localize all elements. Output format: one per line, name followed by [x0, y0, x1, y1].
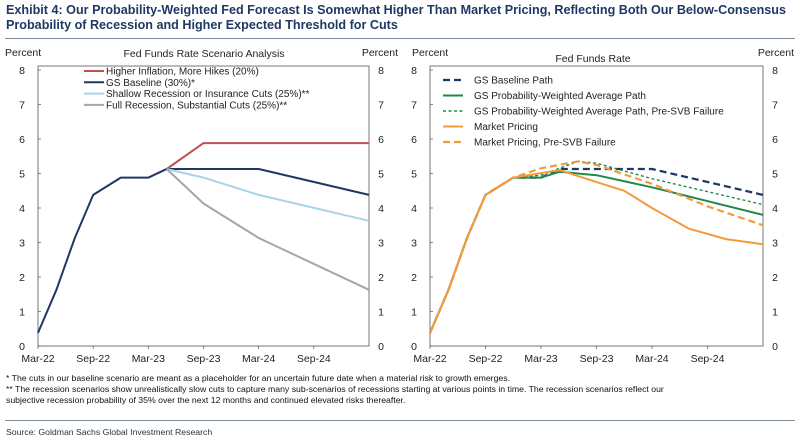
- y-tick-label-right: 6: [378, 134, 384, 146]
- chart-panel-1: Fed Funds Rate Scenario Analysis Percent P…: [5, 47, 398, 365]
- x-tick-label: Sep-24: [297, 353, 331, 365]
- source-line: Source: Goldman Sachs Global Investment …: [6, 427, 213, 437]
- y-tick-label-right: 3: [378, 238, 384, 250]
- y-tick-label-left: 3: [19, 238, 25, 250]
- legend-label: Market Pricing, Pre-SVB Failure: [474, 138, 616, 149]
- series-line-2: [429, 170, 764, 334]
- series-line-3: [429, 160, 764, 334]
- x-tick-label: Sep-24: [691, 353, 725, 365]
- y-tick-label-left: 2: [19, 272, 25, 284]
- title-divider: [5, 38, 795, 39]
- legend-label: GS Probability-Weighted Average Path, Pr…: [474, 107, 724, 118]
- y-tick-label-right: 4: [772, 203, 778, 215]
- y-tick-label-right: 7: [772, 100, 778, 112]
- y-tick-label-left: 7: [411, 100, 417, 112]
- footnote-recession: ** The recession scenarios show unrealis…: [6, 384, 664, 394]
- y-tick-label-left: 5: [411, 169, 417, 181]
- y-tick-label-left: 4: [19, 203, 25, 215]
- y-tick-label-left: 1: [19, 307, 25, 319]
- y-tick-label-left: 6: [411, 134, 417, 146]
- series-line-4: [429, 169, 764, 334]
- series-line-5: [428, 160, 764, 334]
- footnotes: * The cuts in our baseline scenario are …: [6, 373, 796, 406]
- y-tick-label-right: 1: [772, 307, 778, 319]
- y-tick-label-right: 7: [378, 100, 384, 112]
- y-tick-label-right: 8: [378, 65, 384, 77]
- footnote-baseline: * The cuts in our baseline scenario are …: [6, 373, 510, 383]
- legend-label: GS Baseline (30%)*: [106, 78, 195, 89]
- x-tick-label: Sep-22: [469, 353, 503, 365]
- series-line-4: [166, 168, 370, 291]
- y-tick-label-left: 2: [411, 272, 417, 284]
- x-tick-label: Sep-22: [76, 353, 110, 365]
- y-tick-label-left: 5: [19, 169, 25, 181]
- legend-label: Full Recession, Substantial Cuts (25%)**: [106, 100, 287, 111]
- y-axis-label-right: Percent: [362, 47, 398, 59]
- x-tick-label: Mar-23: [524, 353, 557, 365]
- legend-label: GS Probability-Weighted Average Path: [474, 91, 646, 102]
- y-tick-label-right: 4: [378, 203, 384, 215]
- series-line-2: [37, 168, 370, 334]
- exhibit-title-line1: Exhibit 4: Our Probability-Weighted Fed …: [6, 3, 786, 17]
- y-tick-label-right: 2: [378, 272, 384, 284]
- legend-label: Shallow Recession or Insurance Cuts (25%…: [106, 89, 310, 100]
- y-tick-label-left: 8: [411, 65, 417, 77]
- y-axis-label-right: Percent: [758, 47, 794, 59]
- y-tick-label-right: 0: [378, 341, 384, 353]
- legend-label: Market Pricing: [474, 122, 538, 133]
- y-axis-label-left: Percent: [5, 47, 41, 59]
- y-tick-label-left: 3: [411, 238, 417, 250]
- exhibit-title-line2: Probability of Recession and Higher Expe…: [6, 18, 398, 32]
- x-tick-label: Mar-22: [413, 353, 446, 365]
- source-divider: [5, 420, 795, 421]
- x-tick-label: Sep-23: [580, 353, 614, 365]
- y-tick-label-right: 1: [378, 307, 384, 319]
- y-tick-label-right: 3: [772, 238, 778, 250]
- y-tick-label-left: 0: [411, 341, 417, 353]
- y-tick-label-right: 5: [772, 169, 778, 181]
- y-tick-label-left: 6: [19, 134, 25, 146]
- x-tick-label: Mar-24: [635, 353, 668, 365]
- y-axis-label-left: Percent: [412, 47, 448, 59]
- x-tick-label: Mar-22: [21, 353, 54, 365]
- y-tick-label-left: 1: [411, 307, 417, 319]
- y-tick-label-right: 5: [378, 169, 384, 181]
- x-tick-label: Sep-23: [187, 353, 221, 365]
- legend-label: Higher Inflation, More Hikes (20%): [106, 67, 259, 78]
- y-tick-label-right: 6: [772, 134, 778, 146]
- y-tick-label-left: 7: [19, 100, 25, 112]
- x-tick-label: Mar-24: [242, 353, 275, 365]
- exhibit-title: Exhibit 4: Our Probability-Weighted Fed …: [6, 3, 796, 33]
- y-tick-label-right: 0: [772, 341, 778, 353]
- series-line-3: [166, 168, 370, 222]
- footnote-recession-cont: subjective recession probability of 35% …: [6, 395, 406, 405]
- y-tick-label-left: 4: [411, 203, 417, 215]
- legend-label: GS Baseline Path: [474, 76, 553, 87]
- x-tick-label: Mar-23: [132, 353, 165, 365]
- y-tick-label-right: 2: [772, 272, 778, 284]
- y-tick-label-left: 0: [19, 341, 25, 353]
- chart-title: Fed Funds Rate Scenario Analysis: [123, 48, 284, 60]
- chart-title: Fed Funds Rate: [555, 53, 630, 65]
- y-tick-label-left: 8: [19, 65, 25, 77]
- y-tick-label-right: 8: [772, 65, 778, 77]
- chart-panel-2: Fed Funds Rate Percent Percent 0 0 1 1 2 2 3 3 4 4 5 5…: [411, 47, 794, 365]
